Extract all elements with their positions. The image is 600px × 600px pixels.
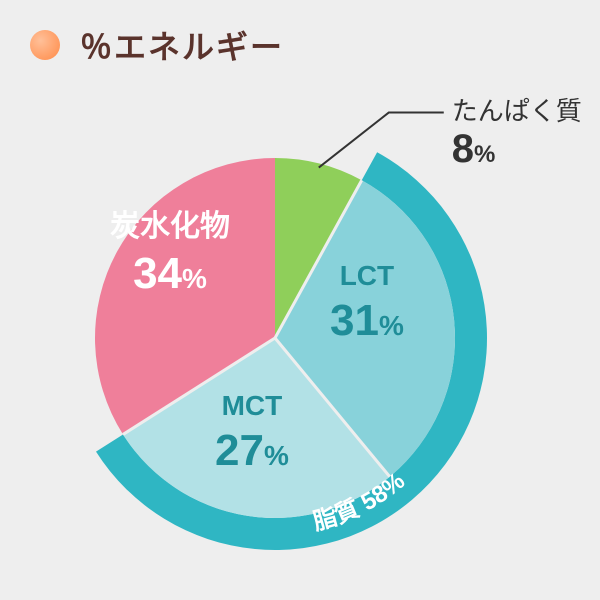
slice-name: 炭水化物 (110, 208, 230, 246)
slice-label-carb: 炭水化物34% (110, 208, 230, 301)
slice-name: LCT (330, 258, 404, 293)
slice-name: たんぱく質 (452, 97, 582, 127)
slice-value: 27 (215, 426, 264, 475)
title-row: ％エネルギー (0, 0, 600, 68)
slice-label-mct: MCT27% (215, 388, 289, 478)
pie-chart: 脂質 58% たんぱく質8%LCT31%MCT27%炭水化物34% (0, 68, 600, 598)
page-title: ％エネルギー (80, 22, 284, 68)
slice-value: 34 (133, 249, 182, 298)
slice-value: 31 (330, 296, 379, 345)
slice-name: MCT (215, 388, 289, 423)
bullet-icon (30, 30, 60, 60)
slice-label-lct: LCT31% (330, 258, 404, 348)
slice-label-protein: たんぱく質8% (452, 97, 582, 173)
slice-value: 8 (452, 127, 474, 171)
